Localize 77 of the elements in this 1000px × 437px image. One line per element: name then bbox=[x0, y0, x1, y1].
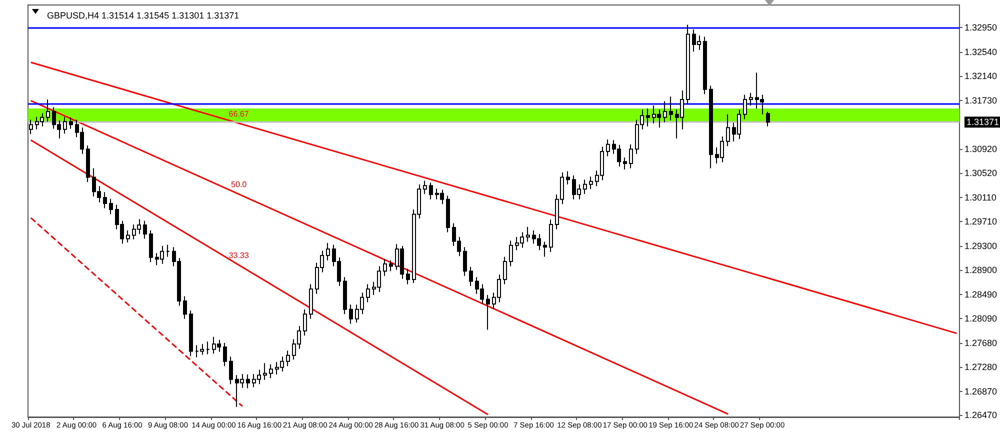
candlestick bbox=[246, 374, 250, 389]
candlestick bbox=[143, 220, 147, 240]
candlestick bbox=[389, 260, 393, 272]
y-tick-label: 1.29300 bbox=[964, 240, 998, 251]
candlestick bbox=[743, 94, 747, 120]
y-tick-label: 1.31730 bbox=[964, 96, 998, 106]
candlestick bbox=[263, 362, 267, 380]
candlestick bbox=[406, 268, 410, 285]
annotation: 33.33 bbox=[228, 250, 250, 260]
candlestick bbox=[183, 296, 187, 320]
candlestick bbox=[29, 119, 33, 135]
candlestick bbox=[543, 241, 547, 258]
candlestick bbox=[63, 116, 67, 134]
candlestick bbox=[326, 242, 330, 261]
candlestick bbox=[623, 156, 627, 170]
candlestick bbox=[189, 310, 193, 357]
y-tick-label: 1.30520 bbox=[964, 168, 998, 178]
candlestick bbox=[663, 100, 667, 123]
y-tick-label: 1.28490 bbox=[964, 289, 998, 300]
candlestick bbox=[69, 116, 73, 130]
candlestick bbox=[286, 350, 290, 367]
y-tick-label: 1.27280 bbox=[964, 362, 998, 372]
candlestick bbox=[749, 92, 753, 106]
y-tick-label: 1.28090 bbox=[964, 313, 998, 324]
annotation: 66.67 bbox=[228, 109, 250, 118]
candlestick bbox=[366, 284, 370, 303]
y-tick-label: 1.27680 bbox=[964, 338, 998, 348]
candlestick bbox=[206, 341, 210, 355]
candlestick bbox=[486, 294, 490, 330]
candlestick bbox=[509, 240, 513, 267]
y-tick-label: 1.26470 bbox=[964, 410, 998, 420]
candlestick bbox=[629, 144, 633, 169]
annotation: 50.0 bbox=[231, 180, 248, 190]
candlestick bbox=[269, 364, 273, 379]
candlestick bbox=[46, 98, 50, 122]
candlestick bbox=[549, 219, 553, 252]
candlestick bbox=[709, 85, 713, 169]
y-tick-label: 1.28900 bbox=[964, 264, 998, 275]
candlestick bbox=[589, 176, 593, 190]
candlestick bbox=[469, 266, 473, 287]
y-tick-label: 1.29710 bbox=[964, 216, 998, 226]
candlestick bbox=[126, 230, 130, 243]
candlestick bbox=[309, 284, 313, 320]
y-tick-label: 1.32140 bbox=[964, 71, 998, 82]
candlestick bbox=[303, 308, 307, 336]
candlestick bbox=[149, 230, 153, 263]
y-tick-label: 1.30920 bbox=[964, 144, 998, 154]
candlestick bbox=[229, 356, 233, 385]
text: GBPUSD,H4 1.31514 1.31545 1.31301 1.31371 bbox=[47, 10, 240, 20]
y-tick-label: 1.30110 bbox=[964, 192, 996, 203]
y-tick-label: 1.32540 bbox=[964, 47, 998, 58]
candlestick bbox=[429, 182, 433, 200]
candlestick bbox=[566, 170, 570, 185]
candlestick bbox=[686, 24, 690, 105]
candlestick bbox=[503, 256, 507, 285]
candlestick bbox=[349, 304, 353, 324]
candlestick bbox=[383, 258, 387, 276]
candlestick bbox=[669, 96, 673, 121]
candlestick bbox=[463, 246, 467, 276]
ref-line-label: 1.31371 bbox=[966, 117, 1000, 128]
y-tick-label: 1.32950 bbox=[964, 22, 998, 33]
candlestick bbox=[583, 179, 587, 194]
y-tick-label: 1.26870 bbox=[964, 386, 998, 396]
candlestick bbox=[423, 180, 427, 194]
candlestick bbox=[606, 139, 610, 157]
candlestick bbox=[343, 276, 347, 315]
candlestick bbox=[223, 342, 227, 367]
candlestick bbox=[526, 226, 530, 242]
candlestick bbox=[726, 114, 730, 147]
candlestick bbox=[703, 36, 707, 95]
candlestick bbox=[103, 192, 107, 209]
candlestick bbox=[646, 108, 650, 127]
candlestick bbox=[446, 195, 450, 233]
candlestick bbox=[766, 111, 770, 127]
candlestick bbox=[86, 145, 90, 182]
candlestick bbox=[166, 244, 170, 258]
candlestick bbox=[109, 198, 113, 215]
